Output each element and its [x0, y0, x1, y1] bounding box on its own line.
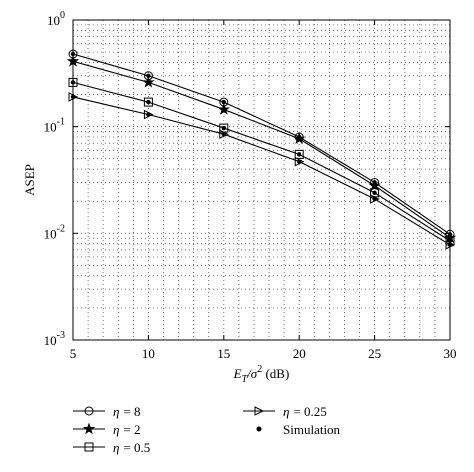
- y-tick-label: 10-2: [44, 223, 65, 241]
- data-point-square: [143, 97, 153, 107]
- legend-entry: η = 0.25: [243, 404, 327, 419]
- series-line: [72, 81, 451, 242]
- grid-lines: [73, 20, 450, 340]
- simulation-point: [372, 196, 377, 202]
- simulation-point: [146, 73, 151, 78]
- simulation-point: [372, 183, 377, 188]
- simulation-point: [70, 80, 76, 85]
- legend-marker-square: [84, 442, 94, 452]
- simulation-point: [297, 152, 302, 157]
- series-line: [72, 53, 451, 235]
- legend-label: η = 2: [113, 422, 141, 437]
- legend: η = 8 η = 2 η = 0.5 η = 0.25 Simulation: [73, 404, 341, 455]
- x-tick-label: 25: [368, 346, 381, 361]
- plot-frame: [72, 19, 451, 341]
- legend-entry: η = 8: [73, 404, 141, 419]
- series-layer: [66, 49, 457, 250]
- legend-marker-simulation: [256, 426, 262, 432]
- series-square: [68, 77, 455, 246]
- simulation-point: [70, 59, 76, 64]
- x-tick-label: 5: [70, 346, 77, 361]
- legend-label-simulation: Simulation: [283, 422, 341, 437]
- x-tick-label: 20: [293, 346, 306, 361]
- series-line: [72, 60, 451, 239]
- legend-marker-circle: [84, 406, 94, 416]
- simulation-point: [221, 107, 226, 112]
- legend-label: η = 8: [113, 404, 141, 419]
- simulation-point: [221, 131, 226, 137]
- simulation-point: [297, 136, 302, 141]
- y-axis-label: ASEP: [22, 164, 37, 196]
- x-tick-label: 15: [217, 346, 230, 361]
- x-tick-label: 30: [444, 346, 457, 361]
- simulation-point: [447, 242, 453, 248]
- x-axis-label: ET/σ2 (dB): [233, 364, 290, 385]
- axis-labels: 5 10 15 20 25 30 100 10-1 10-2 10-3 ASEP ET/σ2 (dB): [22, 10, 457, 385]
- legend-marker-star: [82, 422, 96, 435]
- simulation-point: [372, 190, 377, 195]
- series-line: [72, 96, 451, 246]
- simulation-point: [146, 112, 151, 117]
- legend-entry: η = 0.5: [73, 440, 150, 455]
- simulation-point: [221, 125, 226, 131]
- legend-marker-triangle-right: [254, 406, 265, 416]
- y-tick-label: 100: [47, 10, 65, 28]
- simulation-point: [297, 159, 302, 164]
- y-tick-label: 10-1: [44, 117, 65, 135]
- simulation-point: [70, 94, 76, 100]
- data-point-square: [68, 77, 78, 87]
- legend-label: η = 0.5: [113, 440, 150, 455]
- legend-entry-simulation: Simulation: [256, 422, 341, 437]
- series-triangle-right: [68, 92, 456, 250]
- simulation-point: [221, 99, 226, 105]
- x-tick-label: 10: [142, 346, 155, 361]
- simulation-point: [146, 99, 151, 105]
- simulation-point: [70, 51, 76, 57]
- series-star: [66, 54, 457, 243]
- legend-entry: η = 2: [73, 422, 141, 437]
- legend-label: η = 0.25: [283, 404, 327, 419]
- series-circle: [68, 49, 455, 239]
- simulation-point: [146, 80, 151, 85]
- data-point-square: [294, 149, 304, 159]
- y-tick-label: 10-3: [44, 330, 65, 348]
- axis-ticks: [72, 19, 451, 341]
